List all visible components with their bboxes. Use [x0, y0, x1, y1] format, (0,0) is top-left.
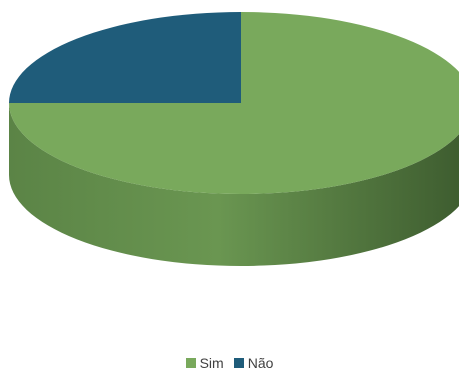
- legend-swatch-sim: [185, 358, 196, 368]
- legend-item-sim: Sim: [185, 355, 224, 371]
- legend: Sim Não: [0, 355, 459, 371]
- legend-label-nao: Não: [247, 355, 274, 371]
- legend-swatch-nao: [233, 358, 244, 368]
- pie-slice-nao: [9, 12, 241, 103]
- pie-side-wall: [9, 103, 459, 266]
- legend-item-nao: Não: [233, 355, 274, 371]
- legend-label-sim: Sim: [199, 355, 224, 371]
